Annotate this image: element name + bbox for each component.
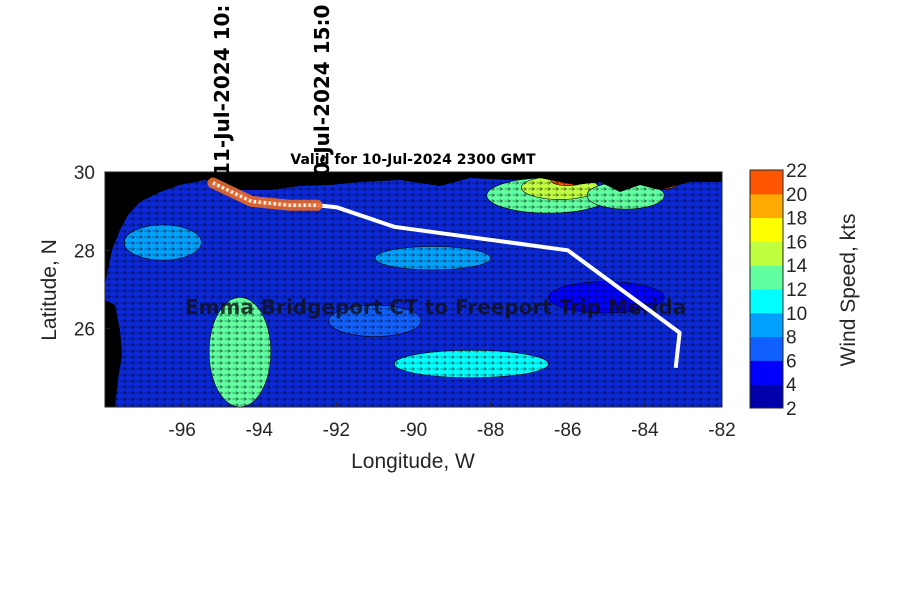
y-tick-label: 26	[74, 320, 95, 341]
x-tick-label: -82	[708, 420, 735, 441]
colorbar-segment	[750, 312, 783, 338]
colorbar-segment	[750, 170, 783, 195]
colorbar-tick-label: 8	[786, 328, 797, 349]
time-label-end: 0-Jul-2024 15:0	[310, 5, 334, 176]
colorbar-tick-label: 10	[786, 304, 807, 325]
x-tick-label: -90	[400, 420, 427, 441]
x-tick-label: -84	[631, 420, 659, 441]
route-title: Emma Bridgeport CT to Freeport Trip Meri…	[185, 295, 686, 319]
colorbar	[750, 170, 783, 409]
colorbar-frame	[749, 169, 784, 409]
colorbar-segment	[750, 336, 783, 361]
time-label-start: 11-Jul-2024 10:	[210, 5, 234, 176]
colorbar-tick-label: 4	[786, 375, 797, 396]
colorbar-tick-label: 16	[786, 232, 807, 253]
colorbar-segment	[750, 360, 783, 385]
x-tick-label: -96	[168, 420, 195, 441]
map-area: Emma Bridgeport CT to Freeport Trip Meri…	[105, 172, 722, 407]
colorbar-tick-label: 6	[786, 351, 797, 372]
y-axis-ticks: 30 28 26	[74, 163, 110, 341]
x-axis-ticks: -96 -94 -92 -90 -88 -86 -84 -82	[168, 402, 736, 441]
wind-vectors	[105, 172, 722, 407]
colorbar-tick-label: 18	[786, 209, 807, 230]
colorbar-segment	[750, 217, 783, 242]
colorbar-tick-label: 20	[786, 185, 807, 206]
x-tick-label: -88	[477, 420, 504, 441]
colorbar-tick-label: 12	[786, 280, 807, 301]
colorbar-tick-label: 22	[786, 161, 807, 182]
colorbar-segment	[750, 265, 783, 290]
y-tick-label: 30	[74, 163, 95, 184]
colorbar-segment	[750, 384, 783, 409]
colorbar-segment	[750, 193, 783, 219]
y-axis-label: Latitude, N	[38, 239, 61, 341]
colorbar-tick-label: 2	[786, 399, 797, 420]
route-highlight-core	[212, 181, 318, 208]
colorbar-segment	[750, 241, 783, 266]
x-axis-label: Longitude, W	[351, 450, 475, 473]
colorbar-label: Wind Speed, kts	[837, 214, 860, 367]
y-tick-label: 28	[74, 241, 95, 262]
x-tick-label: -94	[246, 420, 274, 441]
x-tick-label: -86	[554, 420, 581, 441]
colorbar-segment	[750, 289, 783, 314]
x-tick-label: -92	[323, 420, 350, 441]
plot-title: Valid for 10-Jul-2024 2300 GMT	[290, 152, 536, 168]
colorbar-tick-label: 14	[786, 256, 808, 277]
